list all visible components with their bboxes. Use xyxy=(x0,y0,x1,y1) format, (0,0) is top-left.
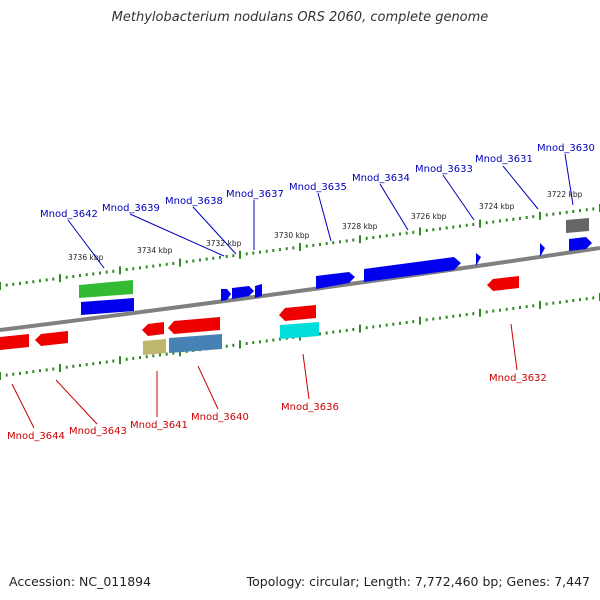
gene-mnod-3644 xyxy=(0,334,29,350)
kbp-scale: 3722 kbp 3724 kbp 3726 kbp 3728 kbp 3730… xyxy=(68,190,583,262)
gene-mnod-3639 xyxy=(221,289,231,301)
kbp-label-3736: 3736 kbp xyxy=(68,253,104,262)
gene-label: Mnod_3635 xyxy=(289,182,347,193)
gene-mnod-3643 xyxy=(35,331,68,346)
gene-labels-bottom: Mnod_3632 Mnod_3636 Mnod_3640 Mnod_3641 … xyxy=(7,373,547,442)
gene-mnod-3632 xyxy=(487,276,519,291)
leader-lines-bottom xyxy=(11,323,518,429)
kbp-label-3726: 3726 kbp xyxy=(411,212,447,221)
map-title: Methylobacterium nodulans ORS 2060, comp… xyxy=(111,10,489,25)
kbp-label-3722: 3722 kbp xyxy=(547,190,583,199)
gene-mnod-3641-khaki xyxy=(143,339,166,355)
gene-mnod-3642 xyxy=(81,298,134,315)
gene-label: Mnod_3630 xyxy=(537,143,595,154)
gene-label: Mnod_3633 xyxy=(415,164,473,175)
genes-reverse xyxy=(0,276,519,355)
gene-labels-top: Mnod_3630 Mnod_3631 Mnod_3633 Mnod_3634 … xyxy=(40,143,595,220)
gene-label: Mnod_3631 xyxy=(475,154,533,165)
accession-text: Accession: NC_011894 xyxy=(9,574,152,589)
gene-mnod-3640-steel xyxy=(169,334,222,353)
gene-label: Mnod_3641 xyxy=(130,420,188,431)
gene-mnod-3633 xyxy=(476,253,481,266)
gene-label: Mnod_3636 xyxy=(281,402,339,413)
gene-mnod-3631 xyxy=(540,243,545,257)
kbp-label-3732: 3732 kbp xyxy=(206,239,242,248)
ticks-upper xyxy=(0,204,600,290)
gene-mnod-3642-green xyxy=(79,280,133,298)
gene-label: Mnod_3642 xyxy=(40,209,98,220)
kbp-label-3724: 3724 kbp xyxy=(479,202,515,211)
gene-mnod-3640 xyxy=(168,317,220,334)
gene-mnod-3630-gray xyxy=(566,218,589,233)
gene-label: Mnod_3632 xyxy=(489,373,547,384)
kbp-label-3734: 3734 kbp xyxy=(137,246,173,255)
gene-mnod-3634 xyxy=(364,257,461,282)
gene-label: Mnod_3638 xyxy=(165,196,223,207)
gene-label: Mnod_3637 xyxy=(226,189,284,200)
gene-mnod-3636 xyxy=(279,305,316,321)
gene-mnod-3635 xyxy=(316,272,355,289)
gene-mnod-3637 xyxy=(255,284,262,298)
kbp-label-3730: 3730 kbp xyxy=(274,231,310,240)
gene-label: Mnod_3640 xyxy=(191,412,249,423)
kbp-label-3728: 3728 kbp xyxy=(342,222,378,231)
genes-forward xyxy=(79,218,592,315)
gene-label: Mnod_3634 xyxy=(352,173,410,184)
gene-label: Mnod_3643 xyxy=(69,426,127,437)
gene-label: Mnod_3639 xyxy=(102,203,160,214)
gene-mnod-3638 xyxy=(232,286,254,299)
gene-mnod-3641 xyxy=(142,322,164,336)
gene-label: Mnod_3644 xyxy=(7,431,65,442)
gene-mnod-3630 xyxy=(569,237,592,251)
gene-mnod-3636-cyan xyxy=(280,322,319,339)
genome-backbone xyxy=(0,246,600,332)
leader-lines-top xyxy=(67,153,574,269)
genome-summary-text: Topology: circular; Length: 7,772,460 bp… xyxy=(246,574,590,589)
